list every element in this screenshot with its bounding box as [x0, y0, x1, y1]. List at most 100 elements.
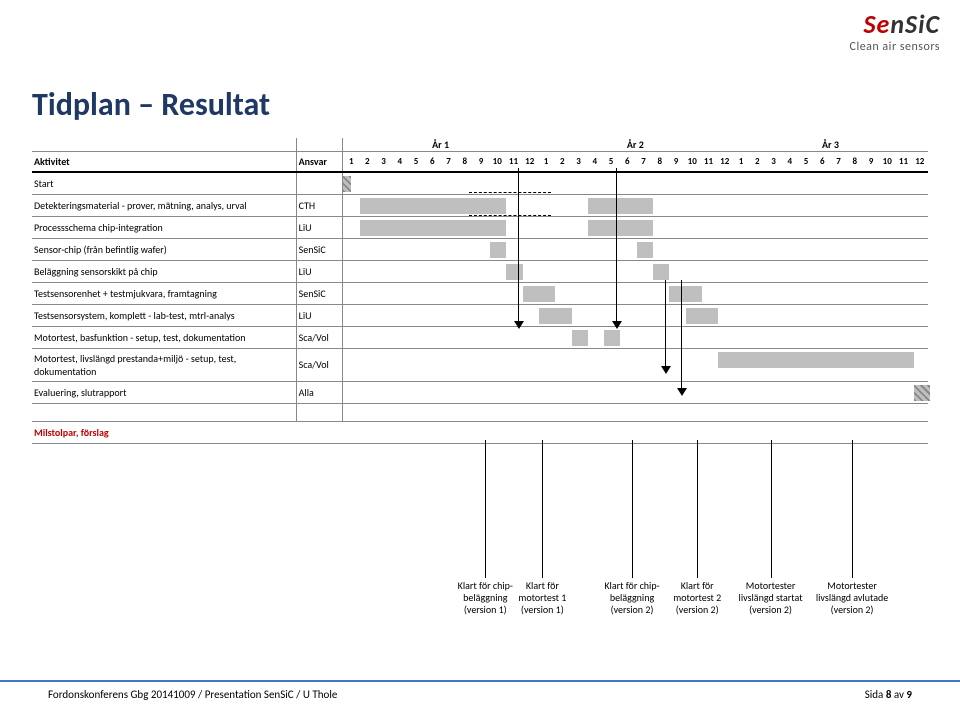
- ansvar-label: SenSiC: [296, 238, 343, 260]
- gantt-bar: [506, 264, 522, 280]
- year-header: År 2: [538, 138, 733, 152]
- gantt-bar: [523, 286, 556, 302]
- brand-logo: SenSiC Clean air sensors: [850, 8, 940, 54]
- activity-label: Beläggning sensorskikt på chip: [32, 260, 296, 282]
- month-header: 1: [538, 152, 554, 173]
- gantt-bar: [572, 330, 588, 346]
- ansvar-label: Sca/Vol: [296, 348, 343, 381]
- gantt-bar: [653, 264, 669, 280]
- callout-line: [632, 440, 633, 578]
- milestone-header: Milstolpar, förslag: [32, 421, 928, 443]
- col-activity: Aktivitet: [32, 152, 296, 173]
- gantt-bar: [343, 176, 351, 192]
- gantt-bar: [914, 385, 930, 401]
- logo-part2: nSiC: [890, 8, 940, 40]
- logo-part1: Se: [863, 8, 890, 40]
- gantt-bar: [490, 242, 506, 258]
- activity-label: Start: [32, 172, 296, 194]
- col-ansvar: Ansvar: [296, 152, 343, 173]
- ansvar-label: [296, 172, 343, 194]
- month-header: 3: [570, 152, 586, 173]
- month-header: 3: [375, 152, 391, 173]
- month-header: 9: [863, 152, 879, 173]
- footer-left: Fordonskonferens Gbg 20141009 / Presenta…: [48, 688, 337, 701]
- month-header: 4: [392, 152, 408, 173]
- month-header: 5: [408, 152, 424, 173]
- milestone-callout: Klart förmotortest 1(version 1): [494, 580, 590, 616]
- logo-tagline: Clean air sensors: [850, 40, 940, 54]
- activity-label: Motortest, livslängd prestanda+miljö - s…: [32, 348, 296, 381]
- month-header: 1: [343, 152, 359, 173]
- month-header: 12: [912, 152, 928, 173]
- month-header: 1: [733, 152, 749, 173]
- month-header: 11: [700, 152, 716, 173]
- gantt-bar: [360, 220, 507, 236]
- dependency-arrow: [681, 280, 683, 390]
- month-header: 5: [798, 152, 814, 173]
- month-header: 8: [652, 152, 668, 173]
- month-header: 10: [489, 152, 505, 173]
- ansvar-label: Alla: [296, 381, 343, 403]
- gantt-bar: [588, 220, 653, 236]
- dependency-dashed: [469, 192, 551, 193]
- activity-label: Evaluering, slutrapport: [32, 381, 296, 403]
- gantt-bar: [637, 242, 653, 258]
- month-header: 9: [668, 152, 684, 173]
- month-header: 3: [765, 152, 781, 173]
- month-header: 12: [522, 152, 538, 173]
- ansvar-label: CTH: [296, 194, 343, 216]
- month-header: 4: [782, 152, 798, 173]
- callout-line: [697, 440, 698, 578]
- gantt-bar: [539, 308, 572, 324]
- month-header: 7: [440, 152, 456, 173]
- dependency-dashed: [469, 215, 551, 216]
- activity-label: Motortest, basfunktion - setup, test, do…: [32, 326, 296, 348]
- gantt-chart: År 1År 2År 3Aktivitet Ansvar123456789101…: [32, 138, 928, 444]
- month-header: 2: [749, 152, 765, 173]
- month-header: 2: [359, 152, 375, 173]
- year-header: År 1: [343, 138, 538, 152]
- callout-line: [485, 440, 486, 578]
- ansvar-label: SenSiC: [296, 282, 343, 304]
- activity-label: Testsensorsystem, komplett - lab-test, m…: [32, 304, 296, 326]
- ansvar-label: LiU: [296, 216, 343, 238]
- month-header: 12: [717, 152, 733, 173]
- activity-label: Sensor-chip (från befintlig wafer): [32, 238, 296, 260]
- page-footer: Fordonskonferens Gbg 20141009 / Presenta…: [0, 680, 960, 688]
- callout-line: [771, 440, 772, 578]
- month-header: 8: [847, 152, 863, 173]
- month-header: 4: [587, 152, 603, 173]
- callout-line: [852, 440, 853, 578]
- milestone-callout: Motortesterlivslängd avlutade(version 2): [804, 580, 900, 616]
- ansvar-label: Sca/Vol: [296, 326, 343, 348]
- activity-label: Processschema chip-integration: [32, 216, 296, 238]
- dependency-arrow: [518, 168, 520, 323]
- page-title: Tidplan – Resultat: [32, 85, 270, 124]
- month-header: 2: [554, 152, 570, 173]
- month-header: 6: [619, 152, 635, 173]
- gantt-bar: [686, 308, 719, 324]
- month-header: 9: [473, 152, 489, 173]
- gantt-bar: [360, 198, 507, 214]
- gantt-bar: [604, 330, 620, 346]
- month-header: 11: [895, 152, 911, 173]
- month-header: 7: [635, 152, 651, 173]
- month-header: 10: [879, 152, 895, 173]
- gantt-bar: [588, 198, 653, 214]
- activity-label: Testsensorenhet + testmjukvara, framtagn…: [32, 282, 296, 304]
- logo-text: SenSiC: [850, 8, 940, 40]
- dependency-arrow: [616, 168, 618, 323]
- callout-line: [542, 440, 543, 578]
- month-header: 6: [814, 152, 830, 173]
- month-header: 8: [457, 152, 473, 173]
- gantt-bar: [718, 352, 914, 368]
- month-header: 6: [424, 152, 440, 173]
- year-header: År 3: [733, 138, 928, 152]
- footer-right: Sida 8 av 9: [865, 688, 912, 701]
- month-header: 7: [830, 152, 846, 173]
- activity-label: Detekteringsmaterial - prover, mätning, …: [32, 194, 296, 216]
- month-header: 10: [684, 152, 700, 173]
- ansvar-label: LiU: [296, 260, 343, 282]
- dependency-arrow: [665, 280, 667, 368]
- gantt-bar: [669, 286, 702, 302]
